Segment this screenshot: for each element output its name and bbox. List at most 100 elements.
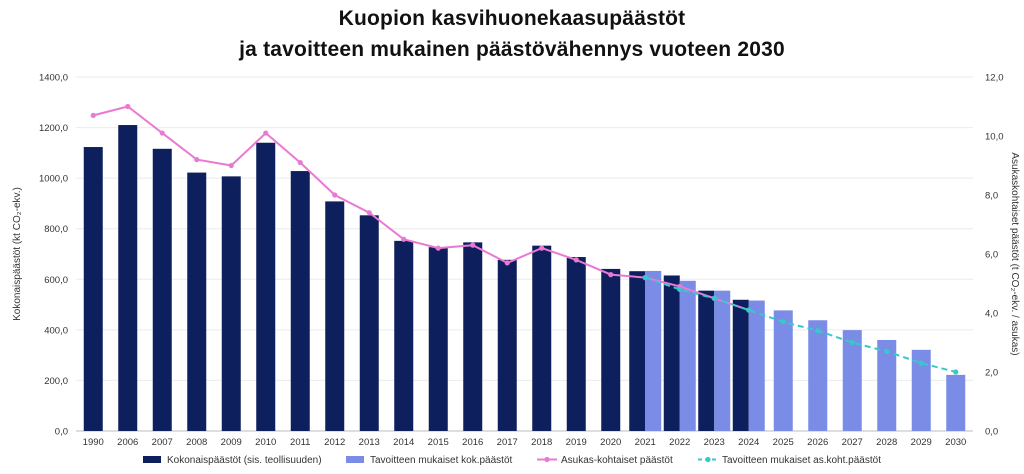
- bar-target: [714, 290, 731, 431]
- target-per-capita-point: [918, 360, 924, 366]
- bar-total: [566, 257, 586, 431]
- per-capita-line: [93, 105, 750, 312]
- target-per-capita-point: [642, 275, 648, 281]
- y2-tick-label: 4,0: [985, 309, 998, 320]
- y-tick-label: 0,0: [55, 427, 68, 438]
- x-tick-label: 2009: [221, 437, 242, 448]
- y-tick-label: 200,0: [44, 376, 68, 387]
- x-tick-label: 2028: [876, 437, 897, 448]
- bar-total: [118, 125, 138, 432]
- bar-total: [601, 268, 621, 431]
- per-capita-point: [504, 260, 510, 266]
- target-per-capita-point: [780, 319, 786, 325]
- y2-tick-label: 6,0: [985, 250, 998, 261]
- per-capita-point: [539, 245, 545, 251]
- y2-tick-label: 12,0: [985, 73, 1004, 84]
- legend-label: Asukas-kohtaiset päästöt: [561, 455, 673, 466]
- per-capita-point: [332, 192, 338, 198]
- target-per-capita-point: [884, 348, 890, 354]
- y2-axis-label: Asukaskohtaiset päästöt (t CO₂-ekv. / as…: [1009, 152, 1020, 355]
- chart-title: Kuopion kasvihuonekaasupäästöt: [338, 7, 686, 30]
- y2-tick-label: 0,0: [985, 427, 998, 438]
- per-capita-point: [366, 210, 372, 216]
- bar-target: [645, 270, 662, 431]
- x-tick-label: 2030: [945, 437, 966, 448]
- per-capita-point: [435, 245, 441, 251]
- bar-total: [663, 275, 680, 431]
- x-tick-label: 2020: [600, 437, 621, 448]
- bar-total: [359, 215, 379, 431]
- target-per-capita-point: [677, 286, 683, 292]
- per-capita-point: [125, 103, 131, 110]
- x-tick-label: 2007: [152, 437, 173, 448]
- legend-swatch-marker: [544, 456, 550, 463]
- bar-total: [629, 271, 646, 431]
- legend-swatch: [143, 456, 161, 463]
- bar-total: [497, 259, 517, 431]
- per-capita-point: [608, 272, 614, 278]
- bar-target: [679, 280, 696, 431]
- y-tick-label: 400,0: [44, 325, 68, 336]
- x-tick-label: 2017: [497, 437, 518, 448]
- per-capita-point: [401, 236, 407, 242]
- target-per-capita-point: [953, 369, 959, 375]
- bar-total: [732, 299, 749, 431]
- x-tick-label: 2027: [842, 437, 863, 448]
- x-tick-label: 2015: [428, 437, 449, 448]
- x-tick-label: 2018: [531, 437, 552, 448]
- target-per-capita-point: [815, 328, 821, 334]
- bar-total: [463, 242, 483, 431]
- per-capita-point: [159, 130, 165, 136]
- x-tick-label: 2011: [290, 437, 310, 448]
- target-per-capita-point: [746, 307, 752, 313]
- y2-tick-label: 8,0: [985, 191, 998, 202]
- target-per-capita-line: [644, 276, 957, 373]
- y2-tick-label: 2,0: [985, 368, 998, 379]
- y-tick-label: 600,0: [44, 275, 68, 286]
- y2-tick-label: 10,0: [985, 132, 1004, 143]
- x-tick-label: 2006: [117, 437, 138, 448]
- x-tick-label: 2008: [186, 437, 207, 448]
- bar-total: [290, 171, 310, 431]
- chart-subtitle: ja tavoitteen mukainen päästövähennys vu…: [239, 38, 785, 61]
- bar-total: [187, 172, 207, 431]
- bar-total: [256, 142, 276, 431]
- y-tick-label: 1400,0: [39, 73, 68, 84]
- y-tick-label: 1200,0: [39, 123, 68, 134]
- bar-target: [748, 300, 765, 431]
- per-capita-point: [263, 130, 269, 136]
- per-capita-point: [90, 112, 96, 118]
- bar-target: [808, 320, 828, 431]
- bar-total: [698, 290, 715, 431]
- legend-swatch-marker: [705, 456, 711, 463]
- per-capita-point: [297, 159, 303, 166]
- x-tick-label: 2029: [911, 437, 932, 448]
- x-tick-label: 2023: [704, 437, 725, 448]
- legend-swatch: [346, 456, 364, 463]
- y-tick-label: 1000,0: [39, 174, 68, 185]
- x-tick-label: 2024: [738, 437, 759, 448]
- x-tick-label: 2014: [393, 437, 414, 448]
- y-axis-label: Kokonaispäästöt (kt CO₂-ekv.): [12, 187, 23, 321]
- x-tick-label: 2016: [462, 437, 483, 448]
- bar-total: [394, 240, 414, 431]
- bar-target: [773, 310, 793, 431]
- x-tick-label: 2026: [807, 437, 828, 448]
- x-tick-label: 1990: [83, 437, 104, 448]
- bar-target: [877, 339, 897, 431]
- x-tick-label: 2010: [255, 437, 276, 448]
- per-capita-point: [470, 242, 476, 248]
- target-per-capita-point: [711, 295, 717, 301]
- per-capita-point: [228, 162, 234, 169]
- bar-total: [428, 247, 448, 431]
- x-tick-label: 2025: [773, 437, 794, 448]
- target-per-capita-point: [849, 339, 855, 346]
- bar-total: [152, 148, 172, 431]
- per-capita-point: [194, 157, 200, 163]
- bar-target: [911, 349, 931, 431]
- bar-total: [83, 147, 103, 431]
- legend-label: Kokonaispäästöt (sis. teollisuuden): [167, 455, 322, 466]
- x-tick-label: 2021: [635, 437, 656, 448]
